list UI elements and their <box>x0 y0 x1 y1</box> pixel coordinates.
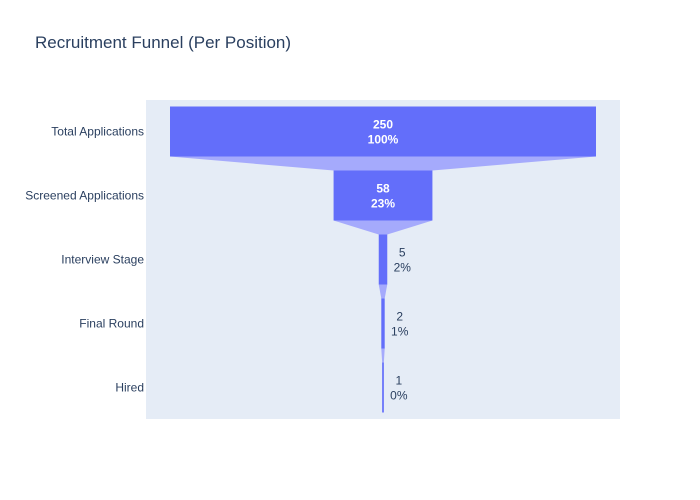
funnel-connector <box>170 156 596 171</box>
funnel-bar <box>381 298 385 349</box>
category-label: Screened Applications <box>25 189 144 203</box>
category-label: Final Round <box>79 317 144 331</box>
value-label: 250 <box>373 118 393 132</box>
value-label: 1 <box>396 374 403 388</box>
chart-title: Recruitment Funnel (Per Position) <box>35 33 292 52</box>
funnel-bars <box>170 106 596 413</box>
percent-label: 100% <box>368 133 399 147</box>
category-label: Interview Stage <box>61 253 144 267</box>
category-labels: Total Applications Screened Applications I… <box>25 125 144 395</box>
funnel-connector <box>378 284 388 299</box>
funnel-connector <box>381 348 385 363</box>
category-label: Total Applications <box>51 125 144 139</box>
funnel-bar <box>382 362 384 413</box>
funnel-bar <box>378 234 388 285</box>
funnel-bar <box>333 170 433 221</box>
percent-label: 23% <box>371 197 395 211</box>
value-label: 58 <box>376 182 390 196</box>
percent-label: 0% <box>390 389 408 403</box>
category-label: Hired <box>115 381 144 395</box>
funnel-connectors <box>170 156 596 363</box>
funnel-bar <box>170 106 596 157</box>
percent-label: 1% <box>391 325 409 339</box>
percent-label: 2% <box>394 261 412 275</box>
value-label: 5 <box>399 246 406 260</box>
value-label: 2 <box>396 310 403 324</box>
funnel-connector <box>333 220 433 235</box>
